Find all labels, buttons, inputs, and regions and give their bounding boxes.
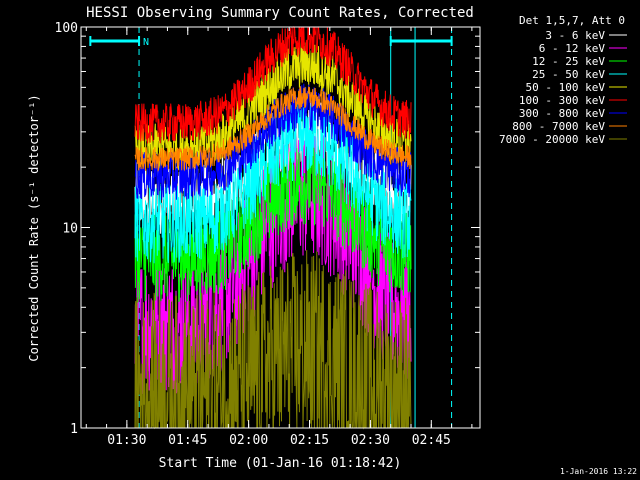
legend-label: 3 - 6 keV xyxy=(545,29,605,42)
chart-title: HESSI Observing Summary Count Rates, Cor… xyxy=(86,5,474,21)
y-tick-label: 100 xyxy=(55,21,78,36)
legend-label: 25 - 50 keV xyxy=(532,68,605,81)
y-axis-label: Corrected Count Rate (s⁻¹ detector⁻¹) xyxy=(27,94,41,361)
series-line-6 xyxy=(134,83,412,200)
y-tick-label: 1 xyxy=(70,422,78,437)
legend-label: 50 - 100 keV xyxy=(526,81,606,94)
legend-label: 800 - 7000 keV xyxy=(512,120,605,133)
x-tick-label: 02:30 xyxy=(351,433,390,448)
series-line-1 xyxy=(134,127,412,395)
x-tick-label: 02:00 xyxy=(229,433,268,448)
series-line-7 xyxy=(134,86,412,172)
legend-label: 7000 - 20000 keV xyxy=(499,133,605,146)
legend-title: Det 1,5,7, Att 0 xyxy=(519,14,625,27)
legend-label: 300 - 800 keV xyxy=(519,107,605,120)
footer-date: 1-Jan-2016 13:22 xyxy=(560,467,637,476)
flag-label: N xyxy=(143,37,149,48)
flag-bars: N xyxy=(89,36,453,48)
axes: 01:30 01:45 02:00 02:15 02:30 02:45 1 10 100 xyxy=(55,21,480,448)
data-series xyxy=(134,25,412,430)
x-tick-label: 01:30 xyxy=(107,433,146,448)
x-tick-label: 01:45 xyxy=(168,433,207,448)
y-tick-label: 10 xyxy=(62,222,78,237)
legend-label: 6 - 12 keV xyxy=(539,42,606,55)
series-line-5 xyxy=(134,25,412,144)
legend-label: 12 - 25 keV xyxy=(532,55,605,68)
x-tick-label: 02:15 xyxy=(290,433,329,448)
x-axis-label: Start Time (01-Jan-16 01:18:42) xyxy=(159,456,402,471)
x-tick-label: 02:45 xyxy=(412,433,451,448)
legend-label: 100 - 300 keV xyxy=(519,94,605,107)
